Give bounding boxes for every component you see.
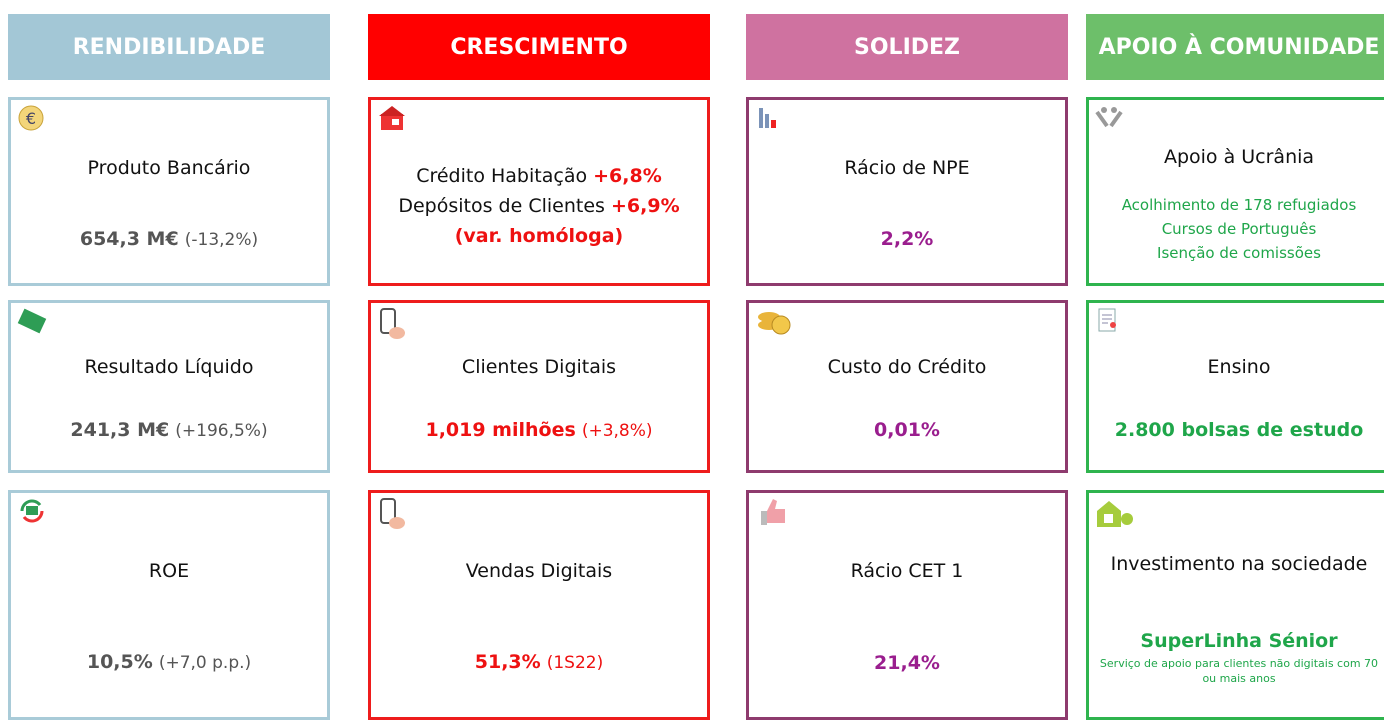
kpi-card: Crédito Habitação +6,8% Depósitos de Clie… xyxy=(368,97,710,286)
card-note: (+3,8%) xyxy=(581,420,653,441)
card-value: 2.800 bolsas de estudo xyxy=(1114,419,1364,442)
item-label: Crédito Habitação xyxy=(416,164,588,187)
kpi-card: Rácio de NPE 2,2% xyxy=(746,97,1068,286)
icon xyxy=(380,308,405,339)
value-line: 51,3% (1S22) xyxy=(475,647,603,678)
icon xyxy=(380,498,405,529)
card-title: ROE xyxy=(148,559,190,582)
icon xyxy=(1098,308,1116,332)
svg-text:€: € xyxy=(26,109,36,128)
value-block: 654,3 M€ (-13,2%) xyxy=(80,224,258,255)
kpi-card: € Produto Bancário 654,3 M€ (-13,2%) xyxy=(8,97,330,286)
item-value: +6,8% xyxy=(593,164,662,187)
value-line: 10,5% (+7,0 p.p.) xyxy=(87,647,251,678)
value-line: 241,3 M€ (+196,5%) xyxy=(70,415,267,446)
card-title: Produto Bancário xyxy=(87,156,251,179)
kpi-card: Ensino 2.800 bolsas de estudo xyxy=(1086,300,1384,473)
value-line: 2,2% xyxy=(881,224,934,254)
card-value: 241,3 M€ xyxy=(70,418,170,441)
icon xyxy=(758,312,791,335)
card-value: 10,5% xyxy=(86,651,153,674)
card-value: 2,2% xyxy=(880,228,934,251)
icon xyxy=(20,499,44,523)
card-value: 51,3% xyxy=(474,651,541,674)
card-title: Investimento na sociedade xyxy=(1110,552,1368,575)
card-note: (1S22) xyxy=(546,653,604,674)
icon xyxy=(759,108,776,128)
detail-line: Acolhimento de 178 refugiados xyxy=(1121,195,1357,214)
value-block: 2,2% xyxy=(881,224,934,254)
value-line: 0,01% xyxy=(874,415,940,445)
detail-line: Cursos de Português xyxy=(1161,219,1317,238)
icon xyxy=(1097,501,1133,527)
fine-print: Serviço de apoio para clientes não digit… xyxy=(1099,656,1379,685)
kpi-card: Apoio à Ucrânia Acolhimento de 178 refugi… xyxy=(1086,97,1384,286)
value-line: SuperLinha Sénior xyxy=(1093,626,1384,656)
item-value: +6,9% xyxy=(611,194,680,217)
item-line: Depósitos de Clientes +6,9% xyxy=(398,191,679,221)
card-note: (+7,0 p.p.) xyxy=(158,653,252,674)
card-title: Apoio à Ucrânia xyxy=(1163,146,1315,169)
value-block: 51,3% (1S22) xyxy=(475,647,603,678)
kpi-card: ROE 10,5% (+7,0 p.p.) xyxy=(8,490,330,720)
value-block: 2.800 bolsas de estudo xyxy=(1115,415,1364,445)
column-header: CRESCIMENTO xyxy=(368,14,710,80)
value-line: 21,4% xyxy=(874,648,940,678)
card-value: SuperLinha Sénior xyxy=(1140,629,1338,652)
detail-line: Isenção de comissões xyxy=(1157,243,1321,262)
kpi-card: Resultado Líquido 241,3 M€ (+196,5%) xyxy=(8,300,330,473)
value-block: 0,01% xyxy=(874,415,940,445)
card-note: (+196,5%) xyxy=(175,420,268,441)
card-value: 1,019 milhões xyxy=(425,418,576,441)
kpi-card: Vendas Digitais 51,3% (1S22) xyxy=(368,490,710,720)
detail-group: Acolhimento de 178 refugiados Cursos de P… xyxy=(1122,193,1357,265)
column-header: RENDIBILIDADE xyxy=(8,14,330,80)
value-block: 241,3 M€ (+196,5%) xyxy=(70,415,267,446)
value-block: 21,4% xyxy=(874,648,940,678)
icon xyxy=(761,499,785,525)
kpi-card: Rácio CET 1 21,4% xyxy=(746,490,1068,720)
value-line: 654,3 M€ (-13,2%) xyxy=(80,224,258,255)
kpi-card: Custo do Crédito 0,01% xyxy=(746,300,1068,473)
icon xyxy=(1095,107,1123,128)
kpi-card: Investimento na sociedade SuperLinha Séni… xyxy=(1086,490,1384,720)
card-note: (-13,2%) xyxy=(184,229,259,250)
column-header: APOIO À COMUNIDADE xyxy=(1086,14,1384,80)
card-value: (var. homóloga) xyxy=(454,224,624,247)
card-value: 21,4% xyxy=(874,652,940,674)
item-group: Crédito Habitação +6,8% Depósitos de Clie… xyxy=(398,161,679,251)
icon: € xyxy=(18,105,44,131)
value-block: SuperLinha Sénior Serviço de apoio para c… xyxy=(1093,626,1384,686)
icon xyxy=(17,308,47,334)
card-title: Ensino xyxy=(1207,355,1271,378)
card-title: Vendas Digitais xyxy=(465,559,613,582)
card-value: 654,3 M€ xyxy=(79,227,179,250)
kpi-card: Clientes Digitais 1,019 milhões (+3,8%) xyxy=(368,300,710,473)
card-title: Custo do Crédito xyxy=(827,355,987,378)
item-line: Crédito Habitação +6,8% xyxy=(398,161,679,191)
card-title: Clientes Digitais xyxy=(461,355,617,378)
card-title: Rácio de NPE xyxy=(844,156,970,179)
value-line: 1,019 milhões (+3,8%) xyxy=(425,415,652,446)
item-label: Depósitos de Clientes xyxy=(398,194,605,217)
card-value: 0,01% xyxy=(874,419,940,442)
column-header: SOLIDEZ xyxy=(746,14,1068,80)
card-title: Rácio CET 1 xyxy=(850,560,964,582)
icon xyxy=(379,106,405,130)
value-block: 1,019 milhões (+3,8%) xyxy=(425,415,652,446)
value-line: 2.800 bolsas de estudo xyxy=(1115,415,1364,445)
card-title: Resultado Líquido xyxy=(84,355,254,378)
value-block: 10,5% (+7,0 p.p.) xyxy=(87,647,251,678)
